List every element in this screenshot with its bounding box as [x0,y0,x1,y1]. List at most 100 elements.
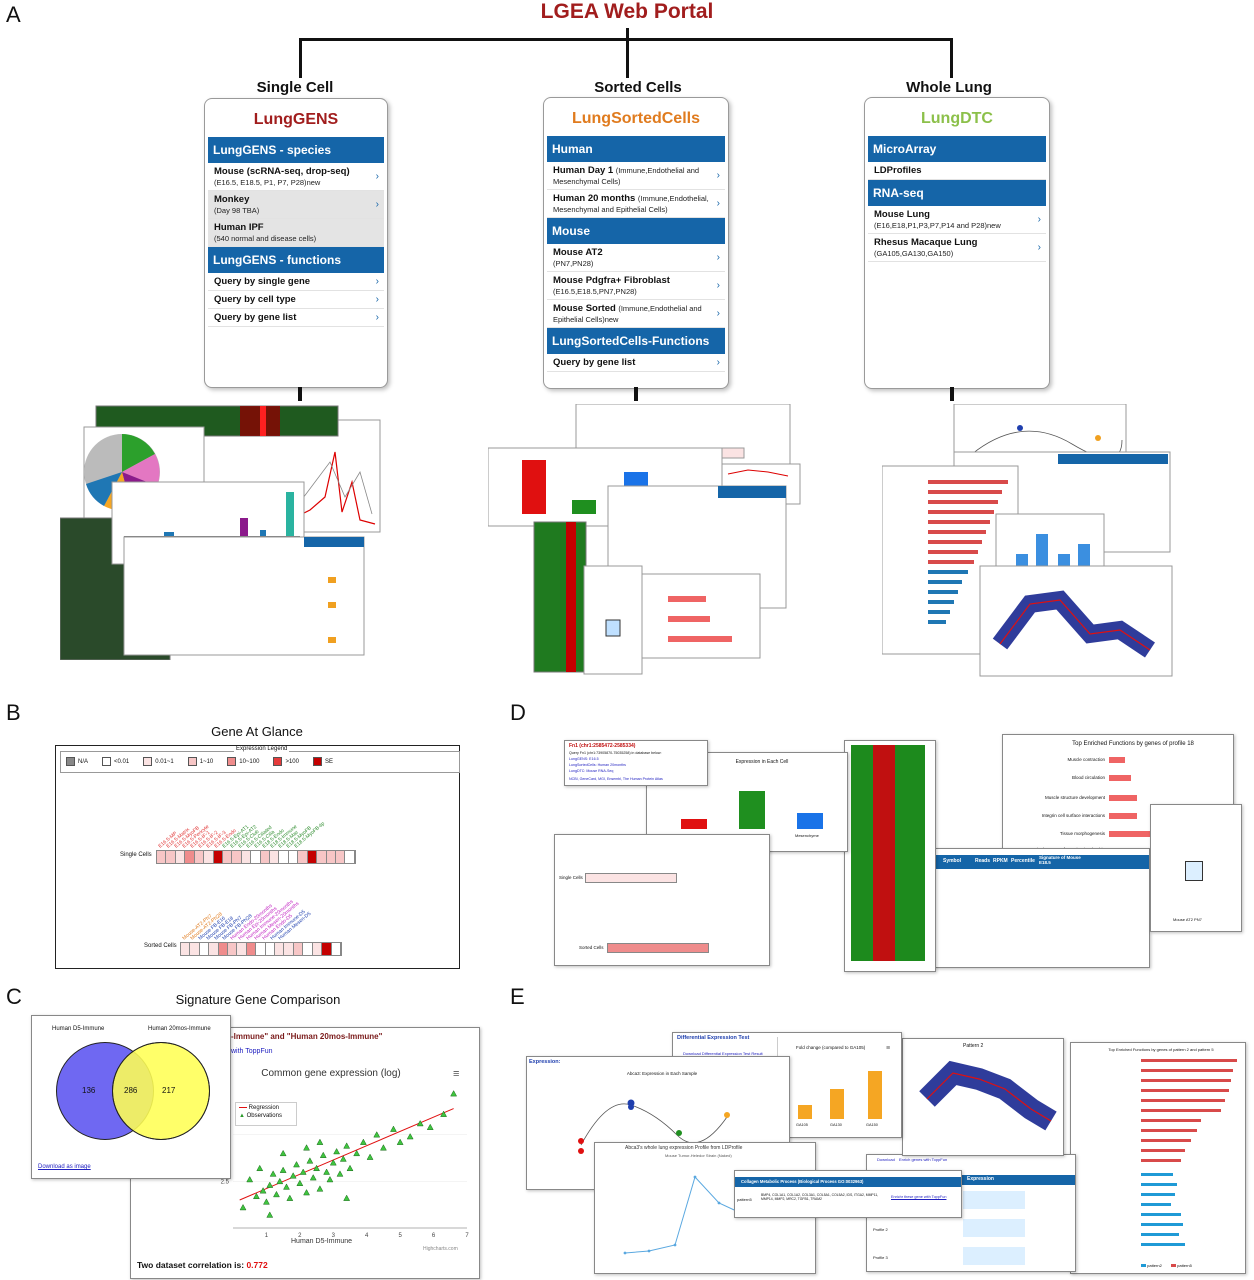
observation-point [316,1185,324,1192]
heatmap-cell[interactable] [194,851,205,863]
heatmap-cell[interactable] [190,943,200,955]
sorted-cells-label: Sorted Cells [144,943,177,949]
heatmap-cell[interactable] [157,851,167,863]
observation-point [313,1164,320,1172]
menu-item-query-gene-list[interactable]: Query by gene list › [208,309,384,327]
heatmap-cell[interactable] [326,851,337,863]
heatmap-cell[interactable] [317,851,327,863]
popup-line-3[interactable]: LungDTC: Mouse RNA-Seq [569,769,614,773]
heatmap-cell[interactable] [260,851,271,863]
gene-at-glance-title: Gene At Glance [211,724,303,739]
item-subtitle: (E16.5, E18.5, P1, P7, P28) [214,178,307,187]
heatmap-cell[interactable] [222,851,233,863]
popup-line-2[interactable]: LungSortedCells: Human 20months [569,763,626,767]
heatmap-cell[interactable] [237,943,247,955]
observation-point [246,1175,254,1183]
heatmap-cell[interactable] [298,851,308,863]
heatmap-cell[interactable] [228,943,238,955]
fold-menu-icon[interactable]: ≡ [886,1045,891,1052]
heatmap-cell[interactable] [312,943,323,955]
mouse-section-header: Mouse [547,218,725,244]
heatmap-cell[interactable] [336,851,346,863]
heatmap-cell[interactable] [199,943,210,955]
pattern-2-card: Pattern 2 [902,1038,1064,1156]
rotated-sample-labels: E16.5-MP E16.5-Matrix E16.5-MyoFB E16.5-… [157,821,326,942]
menu-item-mouse-pdgfra-fibroblast[interactable]: Mouse Pdgfra+ Fibroblast (E16.5,E18.5,PN… [547,272,725,300]
heatmap-cell[interactable] [322,943,332,955]
lunggens-card: LungGENS LungGENS - species Mouse (scRNA… [204,98,388,388]
heatmap-cell[interactable] [303,943,313,955]
table-header-percentile: Percentile [1011,858,1035,864]
x-tick-label: 3 [332,1233,336,1239]
heatmap-cell[interactable] [166,851,176,863]
x-tick-label: 5 [398,1233,402,1239]
heatmap-cell[interactable] [284,943,294,955]
functions-section-header: LungSortedCells-Functions [547,328,725,354]
heatmap-cell[interactable] [218,943,229,955]
heatmap-cell[interactable] [288,851,299,863]
correlation-value: 0.772 [246,1260,268,1270]
new-badge: new [306,178,321,187]
diff-download-link[interactable]: Download Differential Expression Test Re… [683,1051,763,1056]
menu-item-human-ipf[interactable]: Human IPF (540 normal and disease cells) [208,219,384,247]
heatmap-cell[interactable] [265,943,276,955]
observation-point [279,1166,287,1173]
heatmap-cell[interactable] [331,943,341,955]
hamburger-menu-icon[interactable]: ≡ [453,1068,460,1080]
observation-point [286,1194,294,1201]
menu-item-mouse-lung[interactable]: Mouse Lung (E16,E18,P1,P3,P7,P14 and P28… [868,206,1046,234]
tree-leg-mid [626,38,629,78]
profile-spark-3 [963,1247,1025,1265]
mini-sorted-cells-label: Sorted Cells [579,945,604,950]
toppfun-link[interactable]: with ToppFun [231,1048,273,1055]
chevron-right-icon: › [375,198,379,210]
column-heading-single-cell: Single Cell [256,79,334,96]
heatmap-red-mid [873,745,895,961]
menu-item-human-day1[interactable]: Human Day 1 (Immune,Endothelial and Mese… [547,162,725,190]
card-connector-right [950,387,954,401]
green-red-heatmap-card [844,740,936,972]
heatmap-cell[interactable] [256,943,266,955]
menu-item-mouse-at2[interactable]: Mouse AT2 (PN7,PN28) › [547,244,725,272]
heatmap-cell[interactable] [345,851,355,863]
legend-pattern5-label: pattern5 [1177,1263,1192,1268]
signature-gene-comparison-title: Signature Gene Comparison [175,992,341,1007]
menu-item-rhesus-macaque-lung[interactable]: Rhesus Macaque Lung (GA105,GA130,GA150) … [868,234,1046,262]
heatmap-cell[interactable] [270,851,280,863]
heatmap-cell[interactable] [279,851,289,863]
menu-item-mouse-sorted[interactable]: Mouse Sorted (Immune,Endothelial and Epi… [547,300,725,328]
menu-item-mouse-scrnaseq[interactable]: Mouse (scRNA-seq, drop-seq) (E16.5, E18.… [208,163,384,191]
heatmap-cell[interactable] [232,851,242,863]
menu-item-query-gene-list-sorted[interactable]: Query by gene list › [547,354,725,372]
heatmap-cell[interactable] [181,943,191,955]
heatmap-cell[interactable] [209,943,219,955]
column-heading-whole-lung: Whole Lung [906,79,992,96]
enrichr-link[interactable]: Enrichr these gene with ToppFun [891,1195,947,1199]
heatmap-cell[interactable] [293,943,304,955]
popup-links[interactable]: NCBI, GeneCard, MGI, Ensembl, The Human … [569,777,663,781]
heatmap-cell[interactable] [251,851,261,863]
enrich-link[interactable]: Enrich genes with ToppFun [899,1157,948,1162]
item-title: Human Day 1 [553,165,614,176]
menu-item-monkey[interactable]: Monkey (Day 98 TBA) › [208,191,384,219]
download-link[interactable]: Download [877,1157,895,1162]
heatmap-cell[interactable] [204,851,214,863]
scatter-chart-title: Common gene expression (log) [261,1068,401,1079]
legend-label: >100 [285,759,299,766]
menu-item-human-20-months[interactable]: Human 20 months (Immune,Endothelial, Mes… [547,190,725,218]
menu-item-query-cell-type[interactable]: Query by cell type › [208,291,384,309]
menu-item-query-single-gene[interactable]: Query by single gene › [208,273,384,291]
whole-lung-subtitle: Mouse Tumor-Heledor Strain (Naked) [665,1153,732,1158]
heatmap-cell[interactable] [185,851,195,863]
heatmap-cell[interactable] [241,851,252,863]
y-tick-label: 2.5 [221,1179,230,1185]
download-as-image-link[interactable]: Download as image [38,1164,91,1170]
heatmap-cell[interactable] [175,851,186,863]
heatmap-cell[interactable] [246,943,257,955]
heatmap-cell[interactable] [213,851,223,863]
observation-point [303,1189,310,1196]
popup-line-1[interactable]: LungGENS: E16.5 [569,757,599,761]
heatmap-cell[interactable] [307,851,318,863]
menu-item-ldprofiles[interactable]: LDProfiles [868,162,1046,180]
heatmap-cell[interactable] [275,943,285,955]
